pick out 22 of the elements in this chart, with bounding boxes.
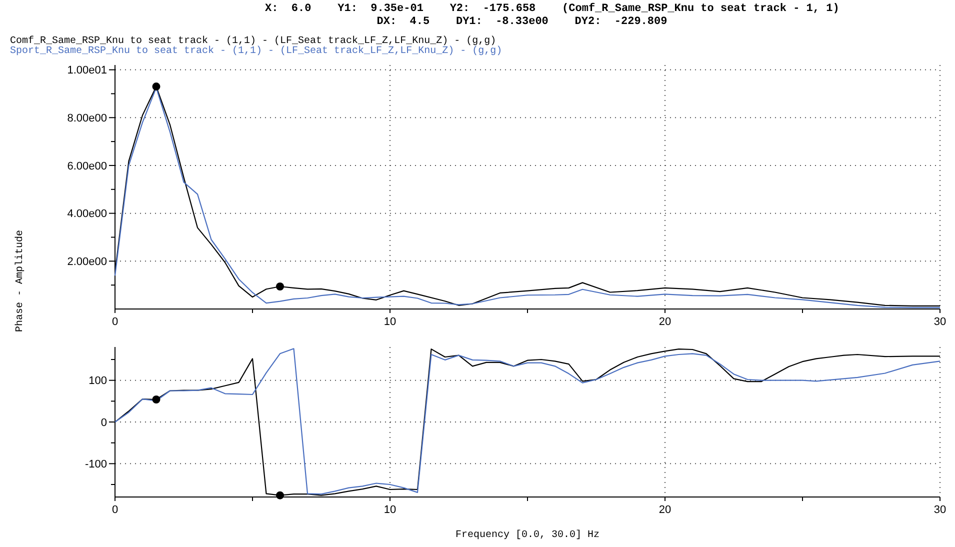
x-tick-label: 30 — [934, 504, 946, 516]
y-tick-label: 0 — [100, 416, 107, 429]
x-tick-label: 30 — [934, 316, 946, 328]
text: X: 6.0 Y1: 9.35e-01 Y2: -175.658 (Comf_R_Same_RSP_Knu to seat track - 1, 1) — [265, 2, 840, 15]
y-tick-label: 6.00e00 — [67, 160, 107, 172]
y-tick-label: 2.00e00 — [67, 256, 107, 268]
y-tick-label: 100 — [88, 375, 107, 388]
x-tick-label: 20 — [658, 316, 672, 328]
x-tick-label: 20 — [658, 504, 672, 516]
x-tick-label: 0 — [112, 316, 118, 328]
y-tick-label: 4.00e00 — [67, 208, 107, 220]
text: Comf_R_Same_RSP_Knu to seat track - (1,1) - (LF_Seat track_LF_Z,LF_Knu_Z) - (g,g) — [10, 35, 496, 47]
text: DX: 4.5 DY1: -8.33e00 DY2: -229.809 — [376, 16, 668, 28]
y-tick-label: -100 — [84, 458, 107, 471]
y-axis-title: Phase - Amplitude — [14, 230, 26, 332]
text: Sport_R_Same_RSP_Knu to seat track - (1,1) - (LF_Seat track_LF_Z,LF_Knu_Z) - (g,g) — [10, 45, 502, 57]
x-tick-label: 0 — [112, 504, 118, 516]
x-tick-label: 10 — [384, 316, 396, 328]
x-tick-label: 10 — [384, 504, 396, 516]
y-tick-label: 8.00e00 — [67, 112, 107, 124]
x-axis-title: Frequency [0.0, 30.0] Hz — [455, 529, 600, 541]
y-tick-label: 1.00e01 — [67, 64, 107, 77]
